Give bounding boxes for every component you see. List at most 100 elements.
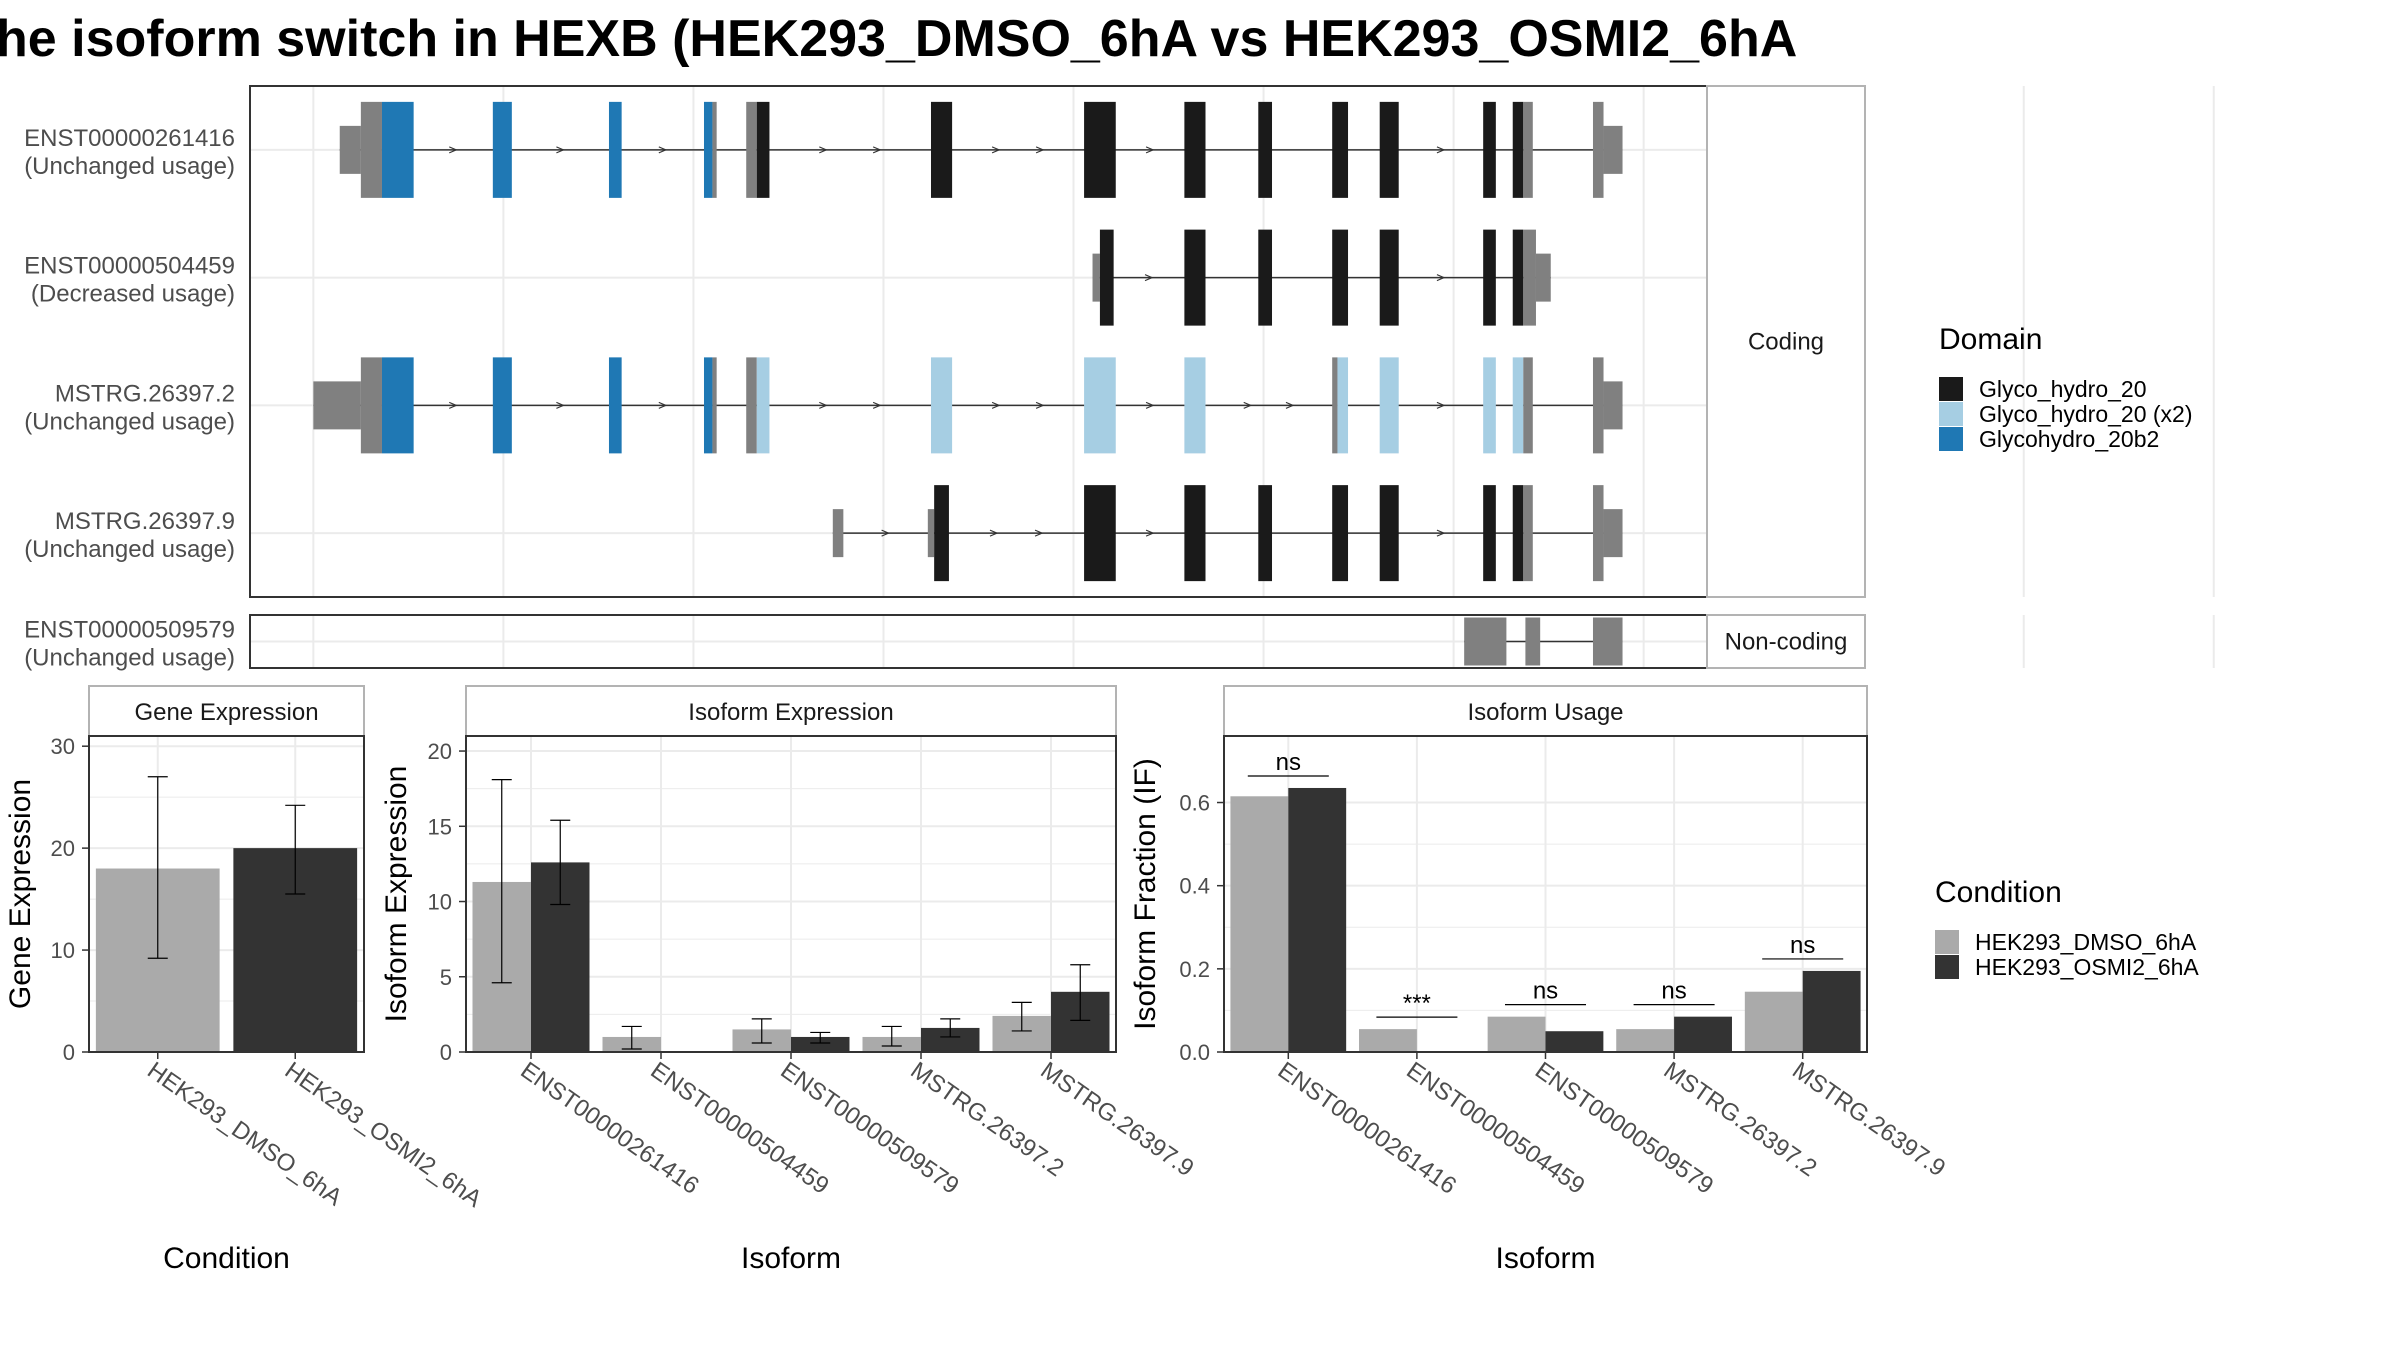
- y-tick-label: 20: [51, 836, 75, 861]
- transcript-id-label: MSTRG.26397.2: [55, 380, 235, 407]
- exon-block: [1483, 485, 1496, 582]
- exon-block: [1099, 229, 1114, 326]
- y-tick-label: 0: [63, 1040, 75, 1065]
- domain-legend-label: Glyco_hydro_20: [1979, 376, 2147, 402]
- y-tick-label: 0.6: [1179, 791, 1210, 816]
- exon-block: [1592, 357, 1604, 454]
- exon-block: [1379, 101, 1399, 198]
- exon-block: [1084, 485, 1116, 582]
- intron-arrow: [1145, 401, 1155, 409]
- panel-title: Isoform Expression: [688, 699, 893, 726]
- bar: [1802, 970, 1861, 1052]
- exon-block: [1184, 229, 1206, 326]
- intron-arrow: [1035, 146, 1045, 154]
- y-tick-label: 5: [440, 965, 452, 990]
- significance-label: ***: [1403, 990, 1431, 1017]
- intron-arrow: [1436, 529, 1446, 537]
- exon-block: [927, 509, 935, 558]
- panel-border: [88, 735, 365, 1053]
- intron-arrow: [991, 401, 1001, 409]
- intron-arrow: [1145, 529, 1155, 537]
- y-axis-title: Isoform Fraction (IF): [1129, 758, 1162, 1030]
- intron-arrow: [1035, 401, 1045, 409]
- intron-arrow: [1436, 401, 1446, 409]
- y-tick-label: 0.4: [1179, 874, 1210, 899]
- exon-block: [360, 357, 382, 454]
- significance-label: ns: [1276, 749, 1301, 776]
- exon-block: [746, 101, 757, 198]
- intron-arrow: [991, 146, 1001, 154]
- exon-block: [1184, 101, 1206, 198]
- intron-arrow: [819, 401, 828, 409]
- exon-block: [1084, 101, 1116, 198]
- bar: [1674, 1016, 1732, 1052]
- gene-expression-chart: Gene Expression0102030HEK293_DMSO_6hAHEK…: [4, 685, 487, 1275]
- exon-block: [756, 101, 770, 198]
- exon-block: [1332, 101, 1349, 198]
- exon-block: [1337, 357, 1349, 454]
- exon-block: [1483, 101, 1496, 198]
- exon-block: [1512, 485, 1524, 582]
- intron-arrow: [819, 146, 828, 154]
- y-tick-label: 0: [440, 1040, 452, 1065]
- exon-block: [1379, 229, 1399, 326]
- panel-border: [1223, 735, 1868, 1053]
- noncoding-strip-label: Non-coding: [1725, 629, 1848, 656]
- significance-label: ns: [1790, 932, 1815, 959]
- exon-block: [1592, 485, 1604, 582]
- exon-block: [492, 101, 512, 198]
- intron-arrow: [989, 529, 999, 537]
- figure-title: he isoform switch in HEXB (HEK293_DMSO_6…: [0, 10, 1797, 68]
- transcript-usage-label: (Unchanged usage): [24, 536, 235, 563]
- panel-title: Isoform Usage: [1467, 699, 1623, 726]
- panel-title: Gene Expression: [134, 699, 318, 726]
- exon-block: [703, 101, 713, 198]
- exon-block: [1523, 485, 1533, 582]
- exon-block: [930, 357, 953, 454]
- exon-block: [934, 485, 949, 582]
- intron-arrow: [556, 401, 565, 409]
- intron-arrow: [1144, 274, 1154, 282]
- exon-block: [1512, 357, 1524, 454]
- transcript-structure-panel: ENST00000261416 (Unchanged usage) ENST0000…: [24, 85, 2215, 672]
- y-tick-label: 0.2: [1179, 957, 1210, 982]
- exon-block: [712, 357, 717, 454]
- exon-block: [339, 125, 361, 174]
- intron-arrow: [658, 401, 668, 409]
- bar: [1545, 1031, 1604, 1052]
- exon-block: [1332, 485, 1349, 582]
- bar: [1230, 796, 1289, 1052]
- exon-block: [381, 357, 414, 454]
- intron-arrow: [872, 146, 882, 154]
- exon-block: [832, 509, 844, 558]
- panel-border: [465, 735, 1117, 1053]
- intron-arrow: [556, 146, 565, 154]
- exon-block: [1512, 229, 1524, 326]
- exon-block: [608, 101, 622, 198]
- exon-block: [712, 101, 717, 198]
- significance-label: ns: [1661, 978, 1686, 1005]
- exon-block: [1258, 101, 1273, 198]
- intron-arrow: [872, 401, 882, 409]
- transcript-id-label: ENST00000509579: [24, 617, 235, 644]
- y-axis-title: Gene Expression: [4, 779, 37, 1009]
- intron-arrow: [881, 529, 891, 537]
- exon-block: [1603, 381, 1623, 430]
- panel-strip: [88, 685, 365, 737]
- domain-legend-label: Glycohydro_20b2: [1979, 426, 2159, 452]
- exon-block: [1592, 617, 1623, 666]
- condition-legend-title: Condition: [1935, 876, 2062, 909]
- domain-legend-title: Domain: [1939, 323, 2042, 356]
- y-axis-title: Isoform Expression: [380, 766, 413, 1023]
- x-axis-title: Condition: [163, 1242, 290, 1275]
- exon-block: [756, 357, 770, 454]
- intron-arrow: [1436, 274, 1446, 282]
- exon-block: [1603, 509, 1623, 558]
- exon-block: [1483, 229, 1496, 326]
- transcript-id-label: ENST00000261416: [24, 125, 235, 152]
- exon-block: [360, 101, 382, 198]
- exon-block: [746, 357, 757, 454]
- x-axis-title: Isoform: [741, 1242, 841, 1275]
